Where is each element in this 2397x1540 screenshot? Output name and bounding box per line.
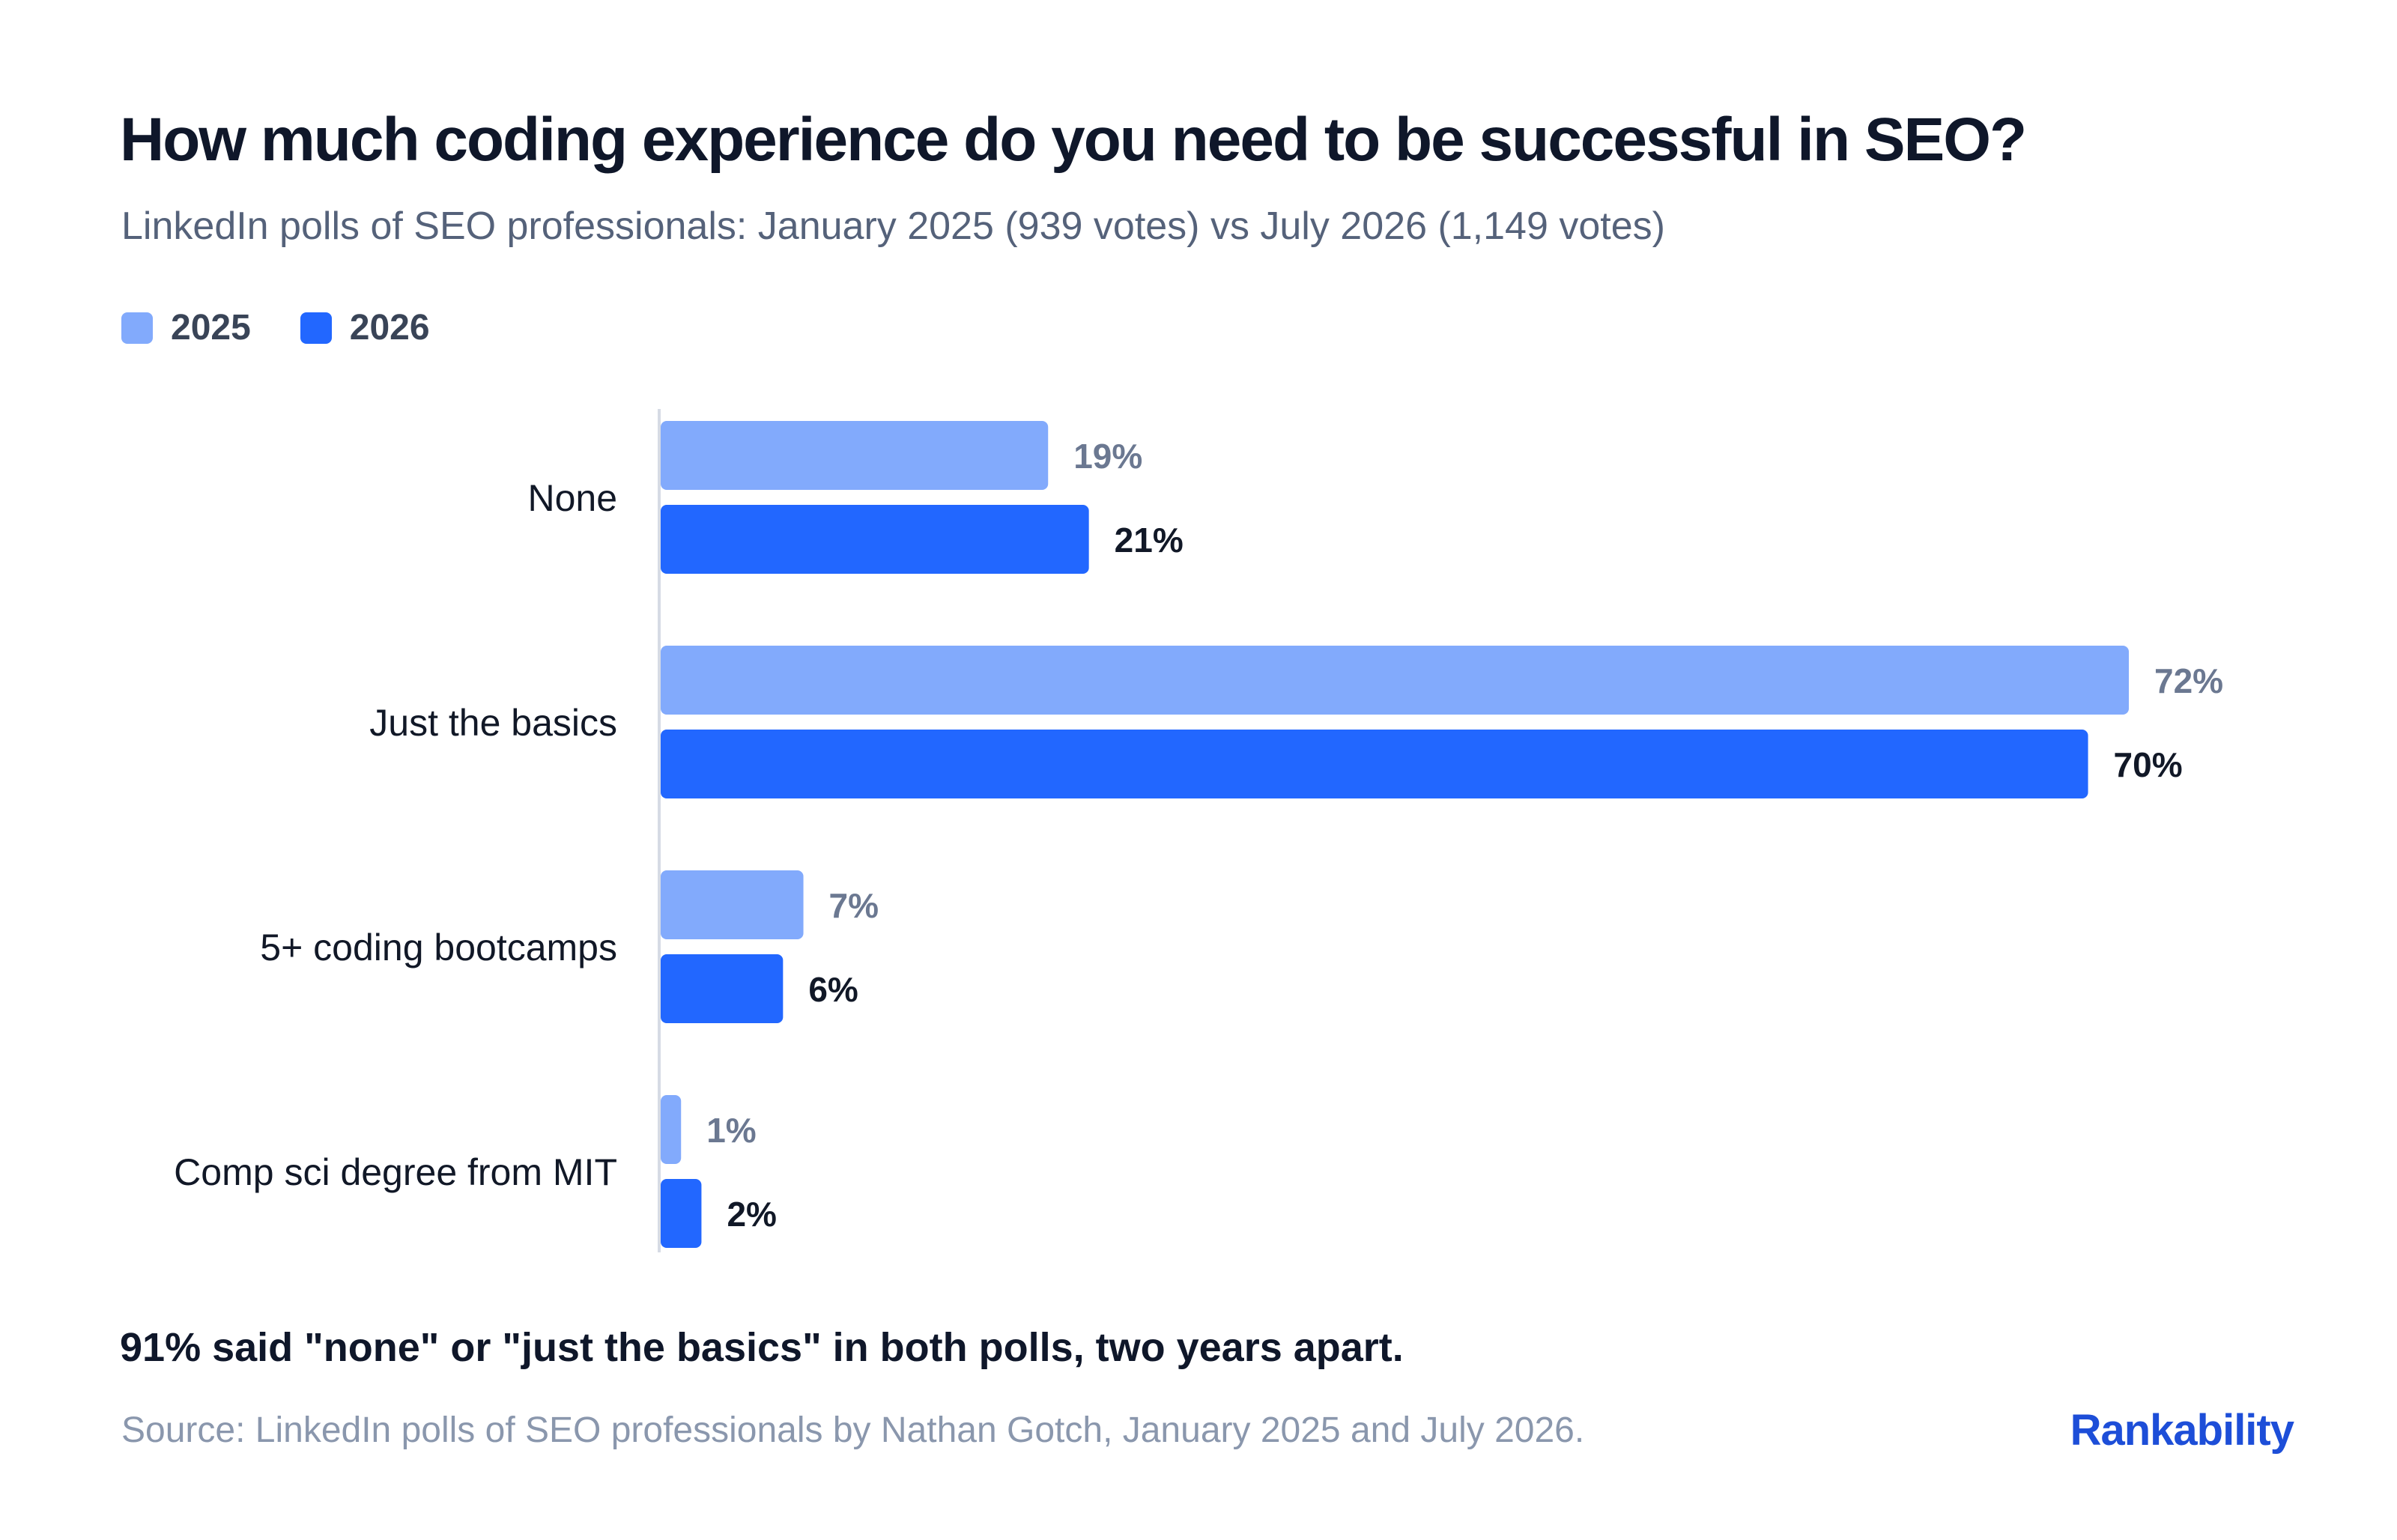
value-label-2026: 21%: [1115, 521, 1184, 560]
value-label-2025: 7%: [829, 886, 879, 925]
legend-swatch-2026: [300, 312, 332, 344]
value-label-2026: 70%: [2114, 745, 2183, 784]
category-label: Comp sci degree from MIT: [174, 1151, 617, 1193]
bar-2025-0: [661, 421, 1049, 490]
bar-2026-1: [661, 730, 2088, 798]
category-label: 5+ coding bootcamps: [260, 927, 617, 968]
legend-item-2025: 2025: [121, 307, 251, 348]
value-label-2026: 2%: [727, 1195, 776, 1234]
category-label: Just the basics: [369, 702, 617, 744]
bar-2025-1: [661, 646, 2129, 715]
legend: 2025 2026: [121, 307, 430, 348]
legend-swatch-2025: [121, 312, 153, 344]
bar-2025-2: [661, 870, 804, 939]
legend-label-2026: 2026: [349, 308, 430, 348]
bar-2026-2: [661, 954, 784, 1023]
value-label-2025: 19%: [1073, 437, 1142, 476]
category-label: None: [527, 477, 617, 519]
legend-label-2025: 2025: [171, 308, 251, 348]
source-note: Source: LinkedIn polls of SEO profession…: [121, 1410, 1585, 1450]
key-takeaway: 91% said "none" or "just the basics" in …: [120, 1325, 1404, 1370]
chart-title: How much coding experience do you need t…: [120, 106, 2027, 174]
value-label-2025: 1%: [706, 1111, 756, 1150]
brand-logo: Rankability: [2070, 1406, 2294, 1455]
value-label-2026: 6%: [808, 970, 858, 1009]
chart-subtitle: LinkedIn polls of SEO professionals: Jan…: [121, 204, 1665, 248]
bar-2026-3: [661, 1179, 702, 1248]
value-label-2025: 72%: [2154, 661, 2223, 700]
bar-2025-3: [661, 1095, 682, 1164]
legend-item-2026: 2026: [300, 307, 430, 348]
bar-2026-0: [661, 505, 1089, 574]
